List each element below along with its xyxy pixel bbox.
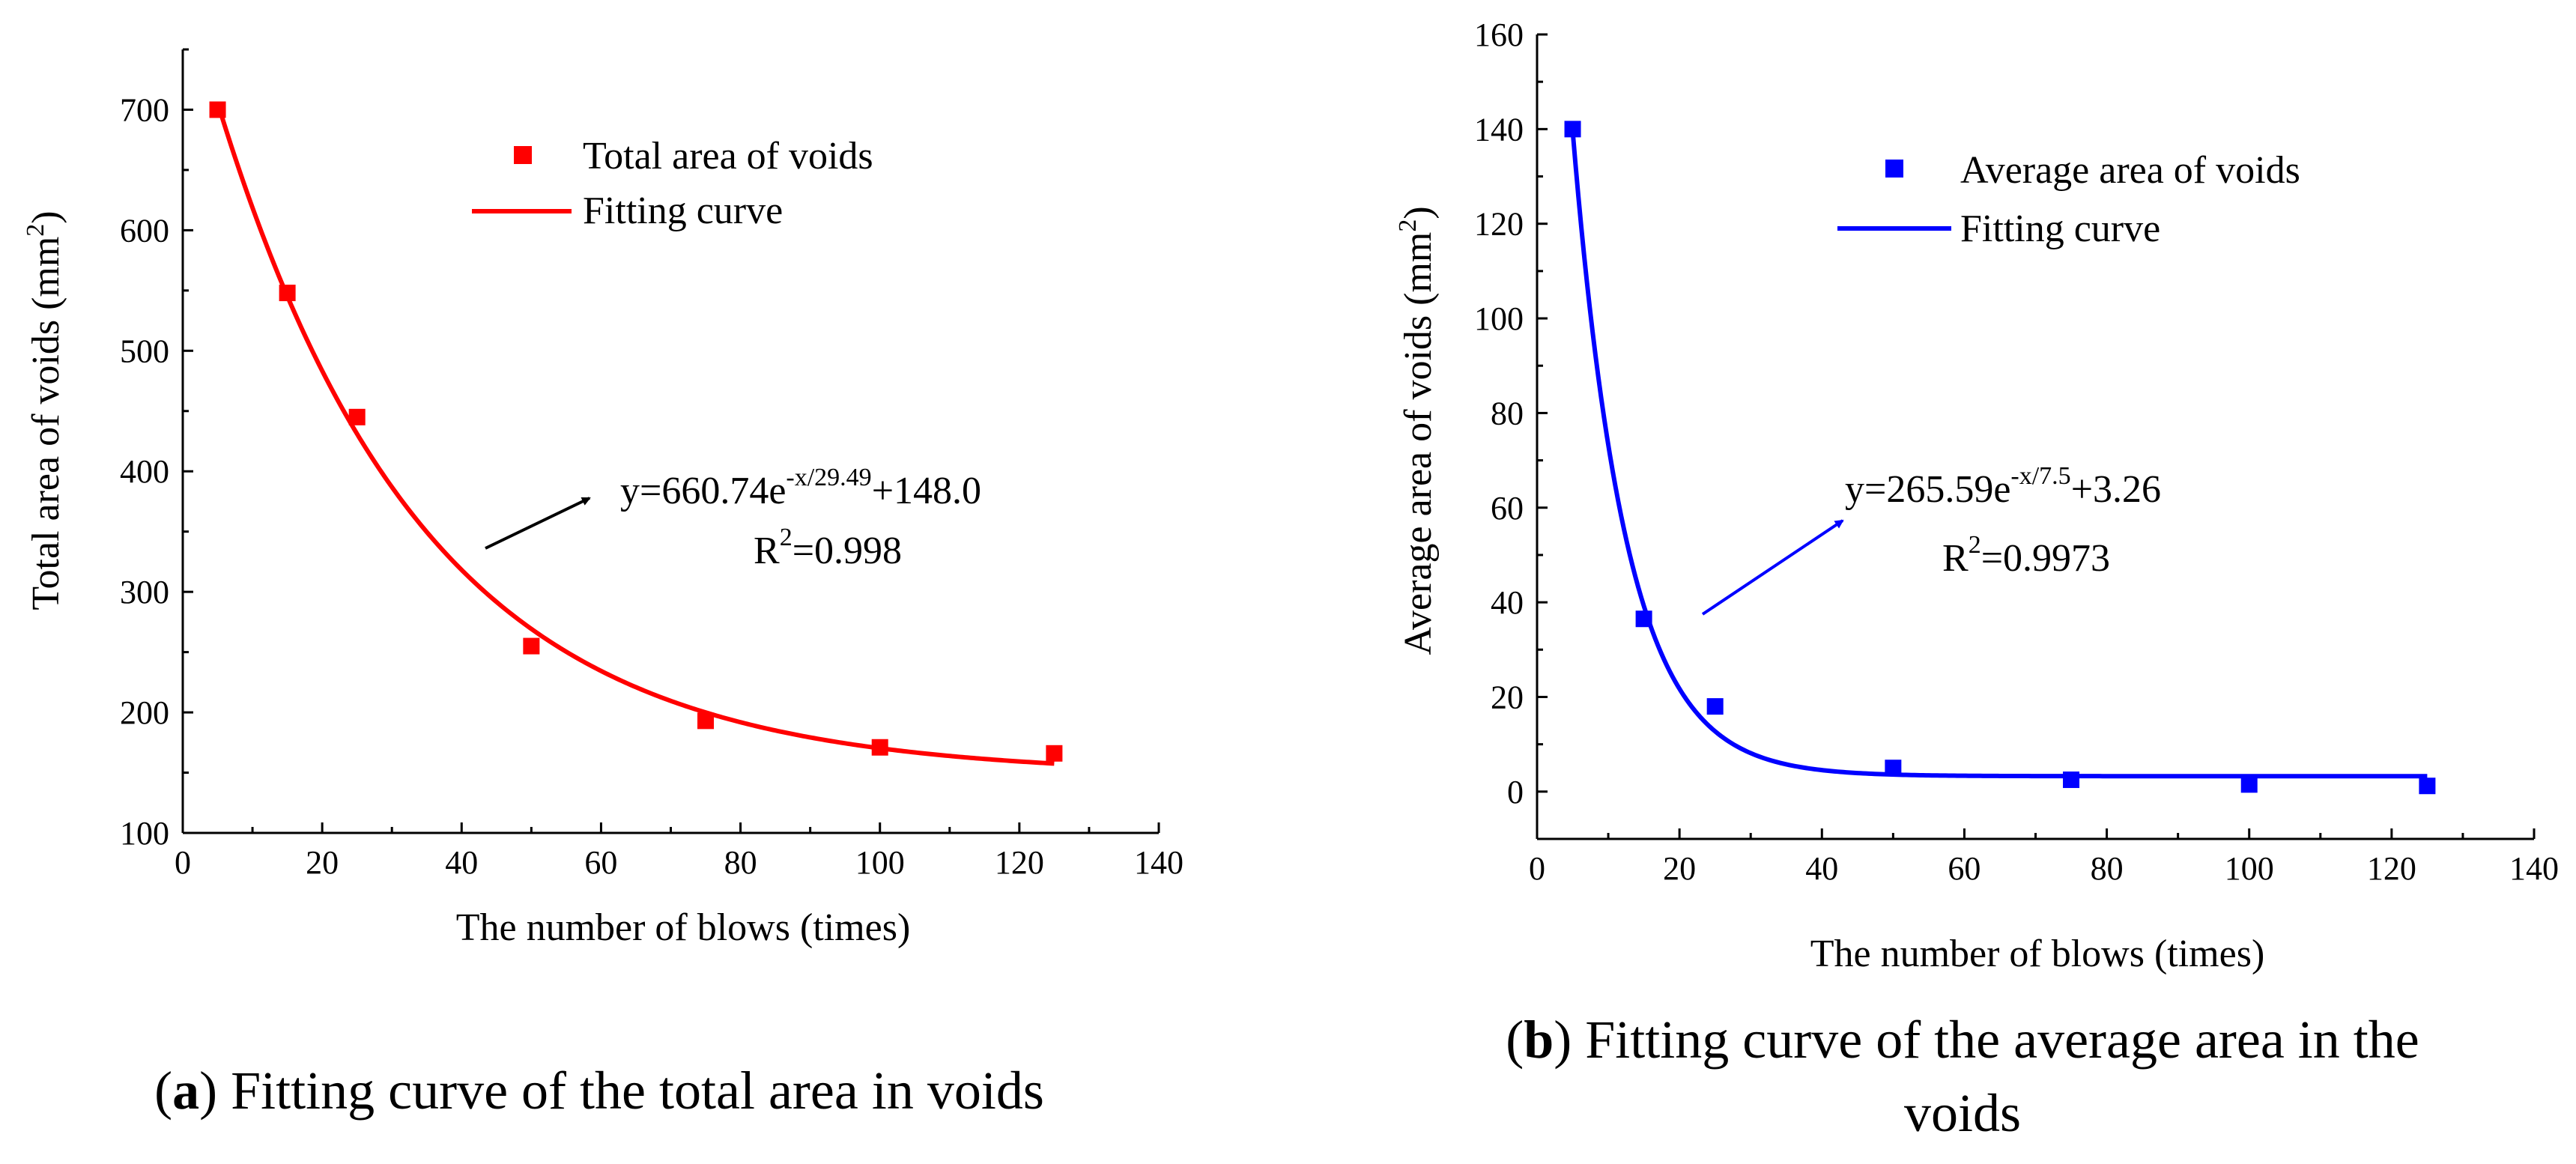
chart-b-annotation-arrow xyxy=(1701,519,1844,616)
chart-b-data-point xyxy=(2063,772,2080,789)
legend-label-fitting-curve: Fitting curve xyxy=(583,190,783,232)
chart-b-y-tick-label: 140 xyxy=(1474,111,1524,148)
chart-b-x-tick-label: 120 xyxy=(2367,850,2416,887)
chart-b-x-tick-label: 40 xyxy=(1805,850,1838,887)
chart-b-marks xyxy=(1564,121,2436,795)
chart-a-x-tick-label: 60 xyxy=(584,844,617,881)
legend-label-fitting-curve-b: Fitting curve xyxy=(1960,207,2160,250)
chart-b-data-point xyxy=(1564,121,1581,138)
chart-a-y-tick-label: 500 xyxy=(120,333,169,369)
chart-a-data-point xyxy=(871,739,888,756)
chart-b-axes: 0 20 40 60 80 100 120 140 0 20 40 60 80 100 120 140 160 xyxy=(1474,16,2559,887)
chart-b-x-tick-label: 60 xyxy=(1948,850,1981,887)
chart-a-y-axis-title: Total area of voids (mm2) xyxy=(22,210,67,610)
chart-b-annotation: y=265.59e-x/7.5+3.26 R2=0.9973 xyxy=(1701,462,2161,616)
chart-a-annotation: y=660.74e-x/29.49+148.0 R2=0.998 xyxy=(485,464,981,572)
chart-a-r-squared: R2=0.998 xyxy=(754,524,902,572)
legend-marker-total-area xyxy=(514,146,532,164)
chart-b-equation: y=265.59e-x/7.5+3.26 xyxy=(1845,462,2161,511)
chart-a-data-point xyxy=(348,408,366,425)
chart-b-y-tick-label: 40 xyxy=(1491,584,1524,621)
chart-b-data-point xyxy=(2240,776,2258,793)
chart-a-data-point xyxy=(279,285,296,302)
chart-b-y-tick-label: 160 xyxy=(1474,16,1524,53)
chart-b-x-tick-label: 80 xyxy=(2091,850,2124,887)
chart-b-r-squared: R2=0.9973 xyxy=(1942,531,2110,580)
legend-label-average-area: Average area of voids xyxy=(1960,149,2300,192)
chart-a-legend: Total area of voids Fitting curve xyxy=(472,135,873,232)
caption-b-line-1: (b) Fitting curve of the average area in… xyxy=(1506,1010,2419,1070)
chart-a-annotation-arrow xyxy=(485,497,591,550)
chart-b-data-point xyxy=(1635,610,1652,628)
chart-a-x-axis-title: The number of blows (times) xyxy=(456,906,911,949)
chart-total-area: 0 20 40 60 80 100 120 140100200300400500600700 … xyxy=(22,48,1184,1121)
chart-a-y-tick-label: 200 xyxy=(120,694,169,731)
chart-a-y-tick-label: 400 xyxy=(120,453,169,490)
chart-a-x-tick-label: 80 xyxy=(724,844,757,881)
chart-a-data-point xyxy=(1046,745,1063,762)
chart-a-x-tick-label: 20 xyxy=(306,844,339,881)
chart-average-area: 0 20 40 60 80 100 120 140020406080100120140160 … xyxy=(1394,16,2559,1143)
chart-a-data-point xyxy=(523,637,540,655)
chart-a-y-tick-label: 600 xyxy=(120,212,169,249)
chart-b-x-tick-label: 0 xyxy=(1529,850,1545,887)
chart-a-x-tick-label: 40 xyxy=(445,844,478,881)
chart-b-fitting-curve xyxy=(1570,130,2428,779)
chart-a-y-tick-label: 700 xyxy=(120,91,169,128)
caption-a: (a) Fitting curve of the total area in v… xyxy=(154,1061,1044,1121)
chart-a-x-tick-label: 100 xyxy=(855,844,905,881)
chart-b-data-point xyxy=(2419,777,2436,795)
chart-b-y-tick-label: 60 xyxy=(1491,490,1524,527)
chart-a-y-tick-label: 300 xyxy=(120,574,169,610)
chart-a-axes: 0 20 40 60 80 100 120 140 100 200 300 400 500 600 700 xyxy=(120,48,1184,881)
chart-b-y-tick-label: 80 xyxy=(1491,395,1524,431)
chart-b-x-tick-label: 140 xyxy=(2509,850,2559,887)
chart-b-x-tick-label: 20 xyxy=(1663,850,1696,887)
chart-a-x-tick-label: 0 xyxy=(175,844,191,881)
chart-a-marks xyxy=(209,101,1063,766)
chart-b-data-point xyxy=(1885,760,1902,777)
chart-a-x-tick-label: 140 xyxy=(1134,844,1184,881)
chart-b-legend: Average area of voids Fitting curve xyxy=(1837,149,2300,250)
chart-b-x-axis-title: The number of blows (times) xyxy=(1810,933,2265,975)
chart-b-data-point xyxy=(1706,698,1724,715)
caption-b-line-2: voids xyxy=(1904,1083,2021,1143)
chart-a-equation: y=660.74e-x/29.49+148.0 xyxy=(620,464,981,512)
chart-a-data-point xyxy=(209,101,226,118)
chart-b-y-axis-title: Average area of voids (mm2) xyxy=(1394,206,1440,655)
chart-b-y-tick-label: 0 xyxy=(1507,774,1524,810)
chart-a-y-tick-label: 100 xyxy=(120,815,169,852)
chart-b-y-tick-label: 100 xyxy=(1474,300,1524,337)
chart-b-y-tick-label: 120 xyxy=(1474,206,1524,243)
chart-b-y-tick-label: 20 xyxy=(1491,679,1524,715)
chart-a-data-point xyxy=(697,712,715,730)
legend-marker-average-area xyxy=(1885,160,1903,178)
legend-label-total-area: Total area of voids xyxy=(583,135,873,178)
chart-a-x-tick-label: 120 xyxy=(995,844,1044,881)
chart-a-fitting-curve xyxy=(215,102,1055,766)
chart-b-x-tick-label: 100 xyxy=(2225,850,2274,887)
